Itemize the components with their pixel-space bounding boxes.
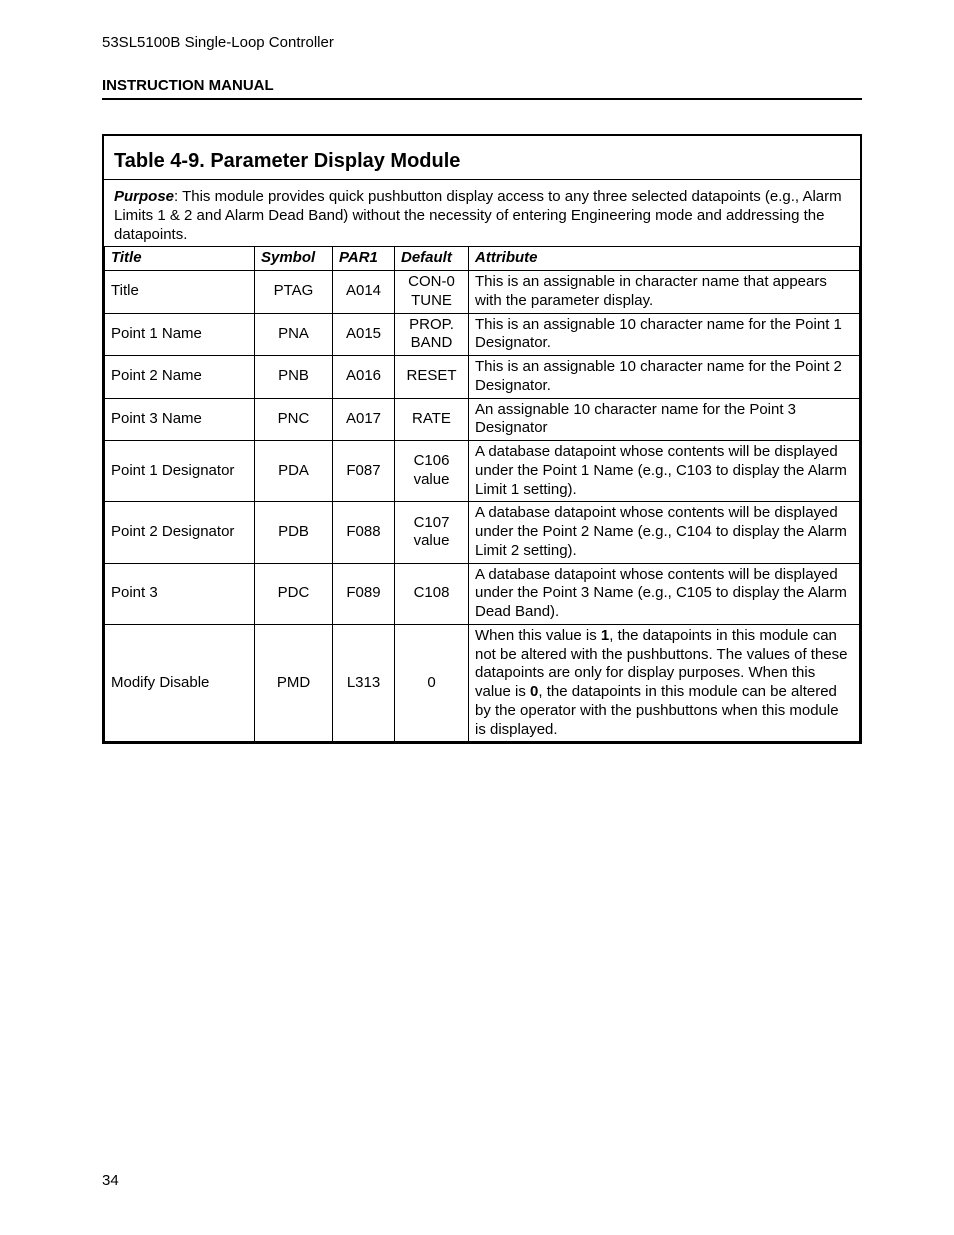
- cell-par1: F089: [333, 563, 395, 624]
- cell-symbol: PDA: [255, 441, 333, 502]
- cell-default: RATE: [395, 398, 469, 441]
- cell-default: C108: [395, 563, 469, 624]
- cell-attribute: A database datapoint whose contents will…: [469, 563, 860, 624]
- table-body: TitlePTAGA014CON-0 TUNEThis is an assign…: [105, 271, 860, 742]
- cell-par1: A016: [333, 356, 395, 399]
- parameter-table: Title Symbol PAR1 Default Attribute Titl…: [104, 246, 860, 742]
- table-row: Point 2 DesignatorPDBF088C107 valueA dat…: [105, 502, 860, 563]
- cell-title: Point 3 Name: [105, 398, 255, 441]
- section-label: INSTRUCTION MANUAL: [102, 77, 862, 100]
- cell-symbol: PDB: [255, 502, 333, 563]
- cell-symbol: PNC: [255, 398, 333, 441]
- cell-symbol: PDC: [255, 563, 333, 624]
- cell-attribute: When this value is 1, the datapoints in …: [469, 624, 860, 742]
- table-row: Point 3PDCF089C108A database datapoint w…: [105, 563, 860, 624]
- table-row: Modify DisablePMDL3130When this value is…: [105, 624, 860, 742]
- cell-title: Point 1 Name: [105, 313, 255, 356]
- cell-symbol: PNA: [255, 313, 333, 356]
- cell-default: 0: [395, 624, 469, 742]
- cell-title: Point 2 Designator: [105, 502, 255, 563]
- cell-attribute: A database datapoint whose contents will…: [469, 502, 860, 563]
- cell-par1: L313: [333, 624, 395, 742]
- cell-default: PROP. BAND: [395, 313, 469, 356]
- cell-attribute: This is an assignable 10 character name …: [469, 313, 860, 356]
- table-row: TitlePTAGA014CON-0 TUNEThis is an assign…: [105, 271, 860, 314]
- cell-default: CON-0 TUNE: [395, 271, 469, 314]
- table-row: Point 1 NamePNAA015PROP. BANDThis is an …: [105, 313, 860, 356]
- cell-par1: A017: [333, 398, 395, 441]
- cell-default: C106 value: [395, 441, 469, 502]
- col-par1: PAR1: [333, 247, 395, 271]
- page: 53SL5100B Single-Loop Controller INSTRUC…: [0, 0, 954, 1235]
- table-row: Point 1 DesignatorPDAF087C106 valueA dat…: [105, 441, 860, 502]
- module-box: Table 4-9. Parameter Display Module Purp…: [102, 134, 862, 744]
- module-rule: [104, 179, 860, 180]
- col-default: Default: [395, 247, 469, 271]
- col-attribute: Attribute: [469, 247, 860, 271]
- cell-default: C107 value: [395, 502, 469, 563]
- cell-title: Title: [105, 271, 255, 314]
- table-row: Point 3 NamePNCA017RATEAn assignable 10 …: [105, 398, 860, 441]
- cell-title: Point 3: [105, 563, 255, 624]
- cell-default: RESET: [395, 356, 469, 399]
- page-number: 34: [102, 1172, 119, 1189]
- cell-par1: F087: [333, 441, 395, 502]
- cell-attribute: This is an assignable 10 character name …: [469, 356, 860, 399]
- col-symbol: Symbol: [255, 247, 333, 271]
- cell-title: Point 2 Name: [105, 356, 255, 399]
- cell-par1: F088: [333, 502, 395, 563]
- purpose-label: Purpose: [114, 188, 174, 205]
- cell-par1: A015: [333, 313, 395, 356]
- purpose-text: : This module provides quick pushbutton …: [114, 188, 842, 243]
- cell-title: Modify Disable: [105, 624, 255, 742]
- cell-attribute: A database datapoint whose contents will…: [469, 441, 860, 502]
- cell-symbol: PMD: [255, 624, 333, 742]
- cell-attribute: This is an assignable in character name …: [469, 271, 860, 314]
- module-title: Table 4-9. Parameter Display Module: [114, 150, 850, 173]
- table-header-row: Title Symbol PAR1 Default Attribute: [105, 247, 860, 271]
- module-purpose: Purpose: This module provides quick push…: [114, 188, 850, 244]
- cell-symbol: PTAG: [255, 271, 333, 314]
- cell-symbol: PNB: [255, 356, 333, 399]
- cell-attribute: An assignable 10 character name for the …: [469, 398, 860, 441]
- doc-title: 53SL5100B Single-Loop Controller: [102, 34, 862, 51]
- cell-par1: A014: [333, 271, 395, 314]
- table-row: Point 2 NamePNBA016RESETThis is an assig…: [105, 356, 860, 399]
- col-title: Title: [105, 247, 255, 271]
- cell-title: Point 1 Designator: [105, 441, 255, 502]
